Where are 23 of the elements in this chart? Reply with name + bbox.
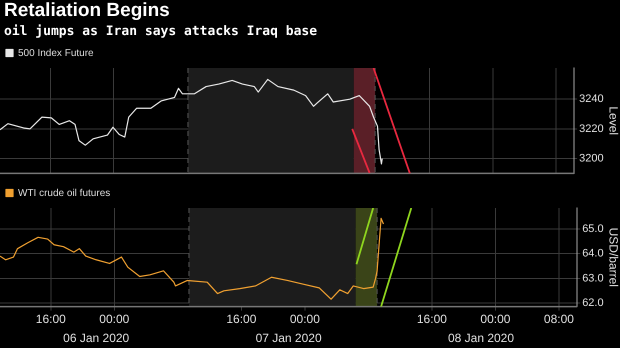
legend-label: WTI crude oil futures (18, 188, 110, 199)
text: 06 Jan 2020 (63, 331, 130, 345)
x-tick-label: 00:00 (99, 312, 130, 326)
chart-title: Retaliation Begins (4, 0, 170, 22)
y-axis-title: USD/barrel (606, 228, 620, 287)
y-tick-label: 65.0 (582, 222, 604, 235)
legend-label: 500 Index Future (18, 48, 94, 59)
x-tick-label: 00:00 (480, 312, 511, 326)
y-tick-label: 3200 (579, 152, 604, 165)
y-tick-label: 3240 (579, 93, 604, 106)
y-tick-label: 3220 (579, 122, 604, 135)
x-tick-label: 16:00 (36, 312, 66, 326)
x-tick-label: 08:00 (544, 312, 574, 326)
y-tick-label: 64.0 (582, 248, 604, 260)
y-tick-label: 62.0 (582, 296, 604, 309)
y-axis-title: Level (606, 106, 620, 136)
x-tick-label: 16:00 (226, 312, 257, 326)
text: 07 Jan 2020 (256, 331, 322, 345)
y-tick-label: 63.0 (582, 272, 604, 284)
chart-subtitle: oil jumps as Iran says attacks Iraq base (4, 24, 318, 39)
x-tick-label: 16:00 (416, 312, 448, 326)
text: 08 Jan 2020 (448, 331, 514, 345)
x-tick-label: 00:00 (290, 312, 320, 326)
